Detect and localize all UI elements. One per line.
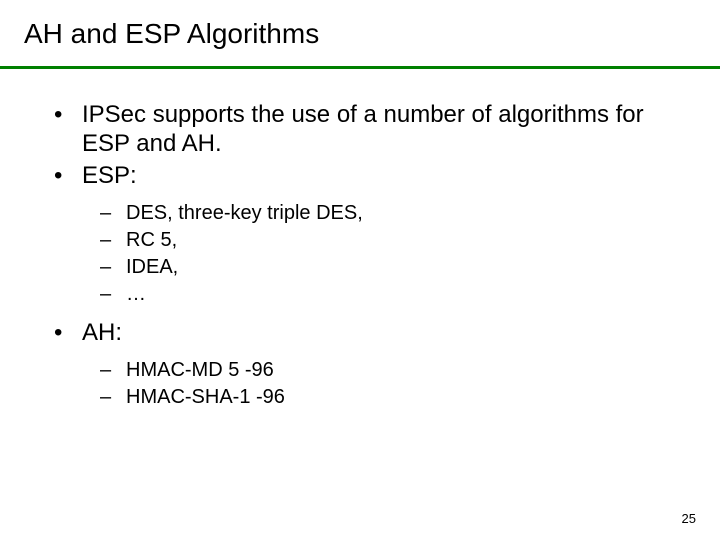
slide: AH and ESP Algorithms IPSec supports the… [0, 0, 720, 540]
title-block: AH and ESP Algorithms [24, 18, 696, 50]
page-number: 25 [682, 511, 696, 526]
sub-bullet-text: RC 5, [126, 229, 177, 251]
sub-bullet-text: IDEA, [126, 256, 178, 278]
sub-bullet-text: DES, three-key triple DES, [126, 202, 363, 224]
sub-bullet-item: IDEA, [100, 254, 674, 281]
bullet-item: ESP: DES, three-key triple DES, RC 5, ID… [54, 161, 674, 308]
horizontal-rule [0, 66, 720, 69]
slide-title: AH and ESP Algorithms [24, 18, 696, 50]
bullet-text: IPSec supports the use of a number of al… [82, 101, 644, 157]
sub-bullet-text: HMAC-SHA-1 -96 [126, 386, 285, 408]
sub-bullet-item: … [100, 281, 674, 308]
bullet-list: IPSec supports the use of a number of al… [54, 100, 674, 411]
bullet-text: ESP: [82, 162, 137, 189]
body-content: IPSec supports the use of a number of al… [54, 100, 674, 421]
sub-bullet-item: HMAC-SHA-1 -96 [100, 384, 674, 411]
bullet-item: IPSec supports the use of a number of al… [54, 100, 674, 159]
sub-bullet-text: … [126, 283, 146, 305]
sub-bullet-item: RC 5, [100, 227, 674, 254]
sub-bullet-item: DES, three-key triple DES, [100, 200, 674, 227]
sub-bullet-list: HMAC-MD 5 -96 HMAC-SHA-1 -96 [100, 357, 674, 411]
sub-bullet-item: HMAC-MD 5 -96 [100, 357, 674, 384]
sub-bullet-list: DES, three-key triple DES, RC 5, IDEA, … [100, 200, 674, 308]
bullet-text: AH: [82, 319, 122, 346]
sub-bullet-text: HMAC-MD 5 -96 [126, 359, 274, 381]
bullet-item: AH: HMAC-MD 5 -96 HMAC-SHA-1 -96 [54, 318, 674, 411]
